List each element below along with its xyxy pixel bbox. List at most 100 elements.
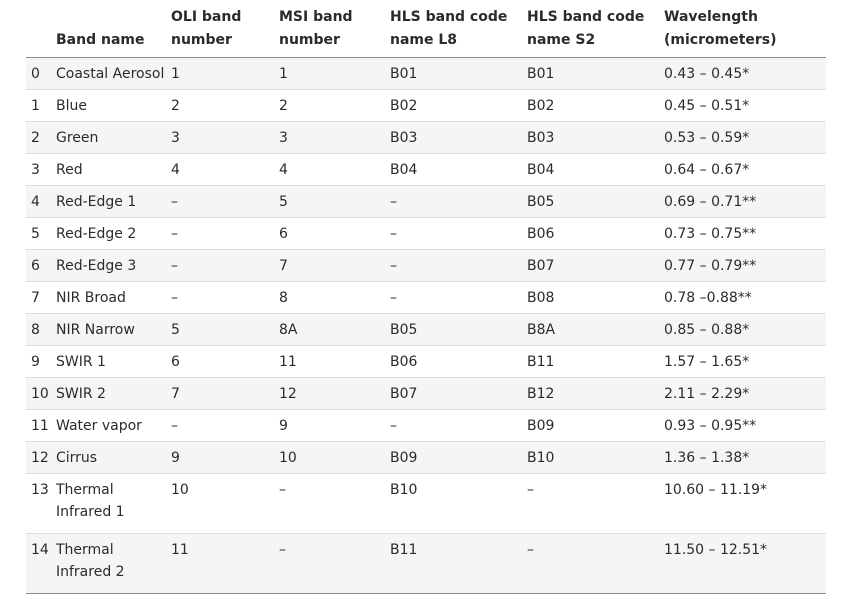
cell-band-name: Red-Edge 3 — [56, 249, 171, 282]
cell-hls-code-l8: B11 — [390, 533, 527, 594]
cell-oli-band-number: – — [171, 409, 279, 442]
cell-msi-band-number: 1 — [279, 57, 390, 90]
cell-hls-code-l8: B03 — [390, 121, 527, 154]
cell-hls-code-s2: B01 — [527, 57, 664, 90]
cell-band-name: Thermal Infrared 1 — [56, 473, 171, 534]
cell-index: 2 — [26, 121, 56, 154]
cell-oli-band-number: 10 — [171, 473, 279, 534]
cell-index: 3 — [26, 153, 56, 186]
cell-msi-band-number: 8 — [279, 281, 390, 314]
cell-band-name: Green — [56, 121, 171, 154]
cell-index: 8 — [26, 313, 56, 346]
cell-hls-code-s2: B04 — [527, 153, 664, 186]
table-row: 7 NIR Broad –8– B08 0.78 –0.88** — [26, 281, 826, 314]
cell-index: 0 — [26, 57, 56, 90]
cell-oli-band-number: 6 — [171, 345, 279, 378]
table-row: 4 Red-Edge 1–5– B05 0.69 – 0.71** — [26, 185, 826, 218]
cell-wavelength: 1.57 – 1.65* — [664, 345, 826, 378]
cell-oli-band-number: 7 — [171, 377, 279, 410]
table-body: 0 Coastal Aerosol 1 1 B01 B01 0.43 – 0.45* 1 Blu… — [26, 57, 826, 594]
table-row: 9 SWIR 1 6 11 B06 B11 1.57 – 1.65* — [26, 345, 826, 378]
cell-hls-code-l8: – — [390, 217, 527, 250]
table-row: 3 Red 4 4 B04 B04 0.64 – 0.67* — [26, 153, 826, 186]
cell-hls-code-l8: B01 — [390, 57, 527, 90]
cell-msi-band-number: 10 — [279, 441, 390, 474]
cell-hls-code-l8: – — [390, 249, 527, 282]
cell-oli-band-number: 5 — [171, 313, 279, 346]
cell-hls-code-l8: B10 — [390, 473, 527, 534]
cell-hls-code-s2: B11 — [527, 345, 664, 378]
header-msi-band-number: MSI band number — [279, 0, 390, 58]
header-band-name: Band name — [56, 0, 171, 58]
header-hls-code-s2: HLS band code name S2 — [527, 0, 664, 58]
cell-msi-band-number: 8A — [279, 313, 390, 346]
cell-oli-band-number: 4 — [171, 153, 279, 186]
cell-band-name: Coastal Aerosol — [56, 57, 171, 90]
cell-hls-code-l8: B02 — [390, 89, 527, 122]
cell-wavelength: 0.78 –0.88** — [664, 281, 826, 314]
cell-hls-code-s2: B09 — [527, 409, 664, 442]
cell-hls-code-l8: – — [390, 185, 527, 218]
cell-index: 5 — [26, 217, 56, 250]
cell-hls-code-s2: B07 — [527, 249, 664, 282]
cell-msi-band-number: 6 — [279, 217, 390, 250]
cell-index: 13 — [26, 473, 56, 534]
cell-index: 10 — [26, 377, 56, 410]
table-row: 2 Green 3 3 B03 B03 0.53 – 0.59* — [26, 121, 826, 154]
cell-oli-band-number: 11 — [171, 533, 279, 594]
cell-hls-code-s2: B10 — [527, 441, 664, 474]
table-row: 8 NIR Narrow 5 8A B05 B8A 0.85 – 0.88* — [26, 313, 826, 346]
cell-hls-code-s2: B02 — [527, 89, 664, 122]
cell-band-name: Cirrus — [56, 441, 171, 474]
cell-band-name: Red — [56, 153, 171, 186]
cell-oli-band-number: – — [171, 281, 279, 314]
cell-wavelength: 10.60 – 11.19* — [664, 473, 826, 534]
cell-msi-band-number: 5 — [279, 185, 390, 218]
cell-index: 12 — [26, 441, 56, 474]
cell-index: 9 — [26, 345, 56, 378]
header-row: Band name OLI band number MSI band numbe… — [26, 0, 826, 58]
table-row: 5 Red-Edge 2–6– B06 0.73 – 0.75** — [26, 217, 826, 250]
cell-band-name: Blue — [56, 89, 171, 122]
cell-wavelength: 0.53 – 0.59* — [664, 121, 826, 154]
cell-msi-band-number: 3 — [279, 121, 390, 154]
cell-msi-band-number: 9 — [279, 409, 390, 442]
cell-wavelength: 1.36 – 1.38* — [664, 441, 826, 474]
cell-hls-code-s2: B8A — [527, 313, 664, 346]
header-index — [26, 0, 56, 58]
cell-wavelength: 2.11 – 2.29* — [664, 377, 826, 410]
table-row: 14 Thermal Infrared 2 11– B11–11.50 – 12.51… — [26, 533, 826, 594]
cell-oli-band-number: – — [171, 217, 279, 250]
cell-wavelength: 0.73 – 0.75** — [664, 217, 826, 250]
cell-hls-code-l8: B05 — [390, 313, 527, 346]
cell-hls-code-s2: B03 — [527, 121, 664, 154]
cell-hls-code-s2: B08 — [527, 281, 664, 314]
cell-hls-code-l8: B06 — [390, 345, 527, 378]
cell-band-name: NIR Narrow — [56, 313, 171, 346]
cell-wavelength: 0.69 – 0.71** — [664, 185, 826, 218]
cell-msi-band-number: 12 — [279, 377, 390, 410]
table-row: 12 Cirrus 9 10 B09 B10 1.36 – 1.38* — [26, 441, 826, 474]
cell-hls-code-s2: B05 — [527, 185, 664, 218]
cell-band-name: SWIR 2 — [56, 377, 171, 410]
cell-oli-band-number: – — [171, 249, 279, 282]
cell-msi-band-number: 11 — [279, 345, 390, 378]
cell-index: 11 — [26, 409, 56, 442]
table-row: 10 SWIR 2 7 12 B07 B12 2.11 – 2.29* — [26, 377, 826, 410]
band-table: Band name OLI band number MSI band numbe… — [26, 0, 826, 594]
cell-hls-code-s2: B12 — [527, 377, 664, 410]
table-row: 11 Water vapor –9– B09 0.93 – 0.95** — [26, 409, 826, 442]
header-wavelength: Wavelength (micrometers) — [664, 0, 826, 58]
cell-oli-band-number: 2 — [171, 89, 279, 122]
cell-band-name: Water vapor — [56, 409, 171, 442]
header-hls-code-l8: HLS band code name L8 — [390, 0, 527, 58]
cell-index: 1 — [26, 89, 56, 122]
header-oli-band-number: OLI band number — [171, 0, 279, 58]
cell-index: 4 — [26, 185, 56, 218]
cell-wavelength: 0.45 – 0.51* — [664, 89, 826, 122]
cell-msi-band-number: 7 — [279, 249, 390, 282]
table-row: 6 Red-Edge 3–7– B07 0.77 – 0.79** — [26, 249, 826, 282]
cell-wavelength: 0.85 – 0.88* — [664, 313, 826, 346]
cell-hls-code-l8: B09 — [390, 441, 527, 474]
cell-wavelength: 0.64 – 0.67* — [664, 153, 826, 186]
